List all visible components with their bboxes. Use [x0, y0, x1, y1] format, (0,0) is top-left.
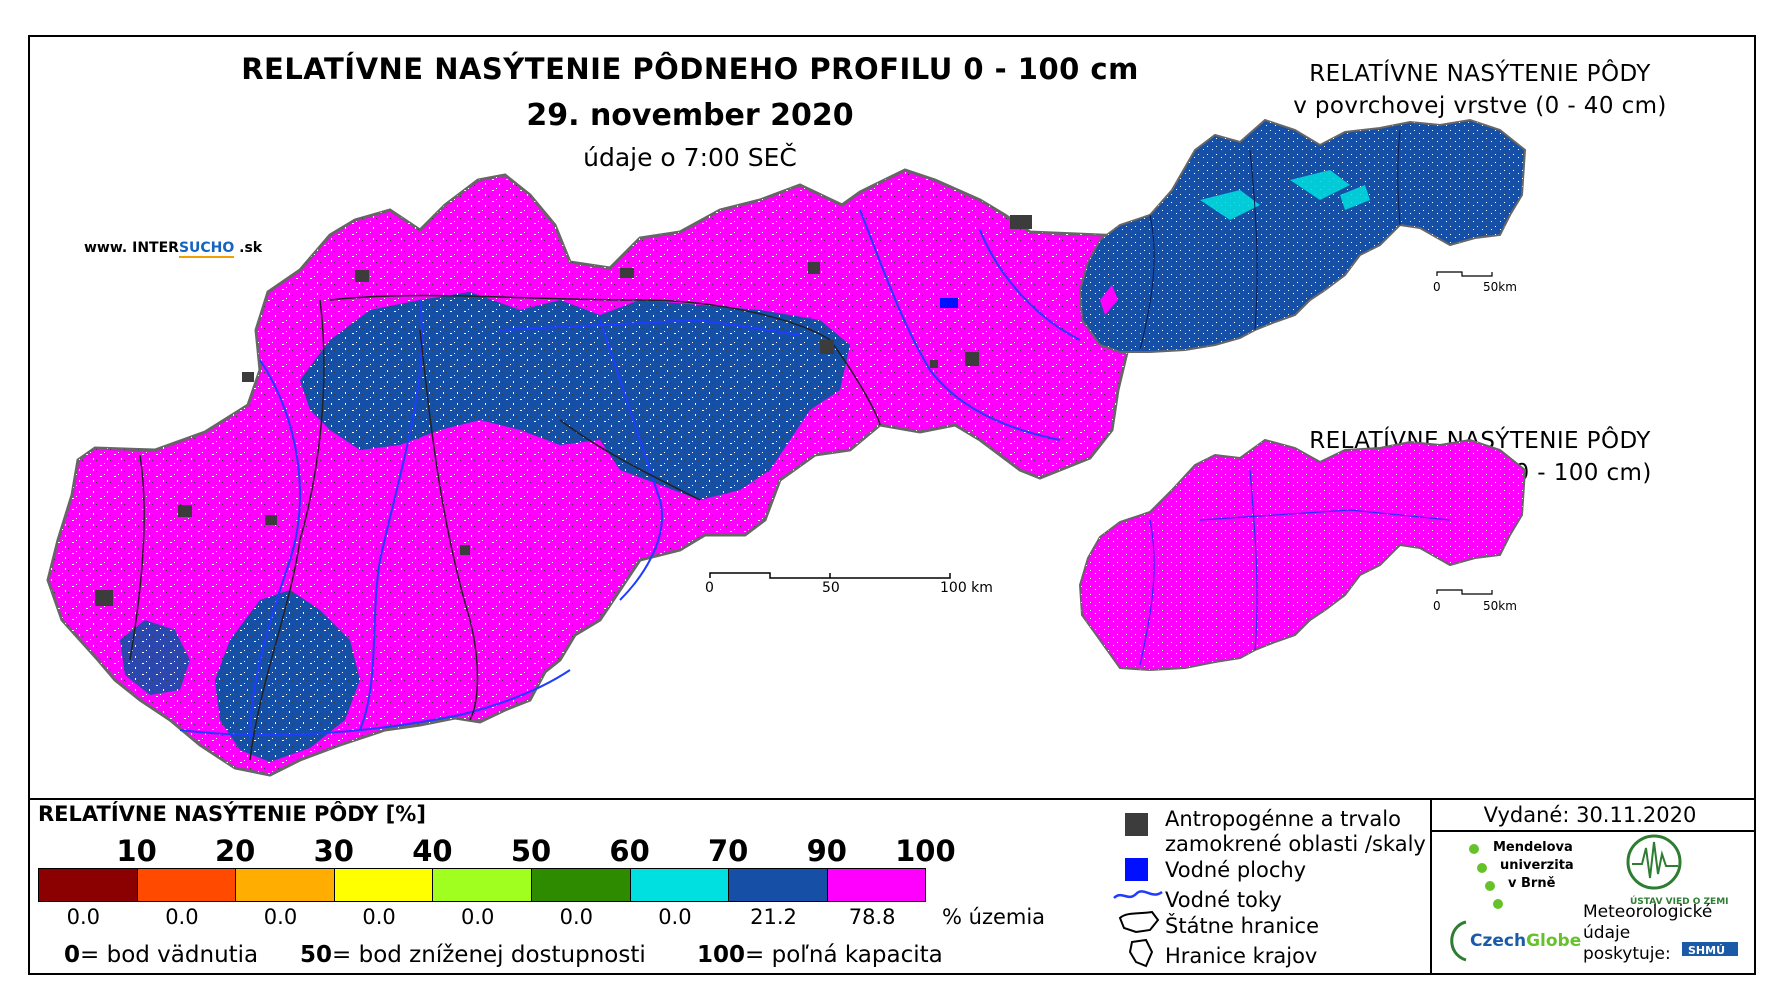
legend-percent-1: 0.0: [165, 905, 199, 929]
legend-tick-7: 90: [806, 834, 847, 868]
legend-tick-3: 40: [412, 834, 453, 868]
region-border-symbol: [1128, 938, 1154, 968]
ustav-logo: ÚSTAV VIED O ZEMI: [1626, 834, 1729, 907]
main-water-body: [940, 298, 958, 308]
deep-scale-bar: [1436, 589, 1493, 595]
czechglobe-logo: CzechGlobe: [1450, 920, 1581, 962]
legend-class-3: [333, 868, 434, 902]
legend-class-2: [235, 868, 335, 902]
deep-scale-0: 0: [1433, 599, 1441, 613]
issued-divider: [1430, 830, 1756, 832]
river-symbol: [1113, 890, 1163, 899]
note-field-capacity: 100= poľná kapacita: [697, 942, 943, 968]
legend-percent-0: 0.0: [66, 905, 100, 929]
meteo-provider: Meteorologické údaje poskytuje:: [1583, 902, 1713, 964]
legend-class-5: [531, 868, 631, 902]
anthropogenic-swatch: [1125, 813, 1148, 836]
legend-class-4: [432, 868, 532, 902]
partner-logos: ÚSTAV VIED O ZEMI CzechGlobe SHMÚ: [1450, 834, 1738, 962]
legend-separator: [28, 798, 1756, 800]
note-wilting-point: 0= bod vädnutia: [64, 942, 259, 968]
surface-scale-bar: [1436, 271, 1493, 277]
legend-percent-2: 0.0: [263, 905, 298, 929]
legend-class-0: [38, 868, 138, 902]
legend-tick-8: 100: [895, 834, 956, 868]
legend-percent-4: 0.0: [460, 905, 495, 929]
legend-class-6: [629, 868, 730, 902]
main-scale-bar: [709, 572, 951, 579]
scale-100: 100 km: [940, 580, 993, 596]
surface-region-borders: [1139, 129, 1401, 351]
legend-tick-2: 30: [313, 834, 354, 868]
scale-0: 0: [705, 580, 714, 596]
water-bodies-label: Vodné plochy: [1165, 858, 1307, 882]
mendel-line2: univerzita: [1500, 858, 1574, 873]
surface-cyan-patches: [1200, 170, 1370, 220]
surface-scale-0: 0: [1433, 280, 1441, 294]
percent-unit: % územia: [942, 905, 1046, 929]
legend-class-8: [826, 868, 927, 902]
line-symbols: [1113, 890, 1163, 968]
main-rivers: [179, 209, 1081, 741]
surface-scale-50: 50km: [1483, 280, 1517, 294]
anthropogenic-label: Antropogénne a trvalo zamokrené oblasti …: [1165, 807, 1426, 856]
surface-map: [1078, 118, 1527, 353]
svg-text:CzechGlobe: CzechGlobe: [1470, 931, 1581, 951]
legend-class-1: [136, 868, 237, 902]
surface-magenta-patch: [1100, 285, 1118, 315]
main-urban-areas: [95, 215, 1032, 606]
legend-percent-3: 0.0: [362, 905, 396, 929]
legend-title: RELATÍVNE NASÝTENIE PÔDY [%]: [38, 802, 426, 826]
legend-divider-right: [1430, 798, 1432, 975]
legend-percent-8: 78.8: [848, 905, 896, 929]
legend-tick-5: 60: [609, 834, 650, 868]
legend-tick-0: 10: [116, 834, 157, 868]
shmu-text: SHMÚ: [1688, 944, 1725, 957]
legend-percent-6: 0.0: [658, 905, 692, 929]
legend-class-7: [728, 868, 828, 902]
deep-scale-50: 50km: [1483, 599, 1517, 613]
page-title: RELATÍVNE NASÝTENIE PÔDNEHO PROFILU 0 - …: [241, 52, 1139, 86]
mendel-line1: Mendelova: [1493, 840, 1573, 855]
water-body-swatch: [1125, 858, 1148, 881]
state-border-label: Štátne hranice: [1165, 914, 1319, 938]
main-map: [46, 168, 1177, 777]
mendel-line3: v Brně: [1508, 876, 1556, 891]
deep-map: [1078, 438, 1527, 672]
deep-rivers: [1139, 469, 1451, 666]
state-border-symbol: [1118, 910, 1160, 934]
legend-tick-4: 50: [510, 834, 552, 868]
legend-tick-6: 70: [708, 834, 749, 868]
shmu-logo: SHMÚ: [1682, 942, 1738, 957]
ustav-text: ÚSTAV VIED O ZEMI: [1630, 895, 1729, 907]
note-reduced-availability: 50= bod zníženej dostupnosti: [300, 942, 646, 968]
legend-percent-7: 21.2: [750, 905, 797, 929]
main-region-borders: [129, 294, 881, 761]
issued-date: Vydané: 30.11.2020: [1483, 803, 1697, 827]
region-border-label: Hranice krajov: [1165, 944, 1318, 968]
mendel-logo-dots: [1469, 844, 1503, 909]
legend-tick-1: 20: [215, 834, 256, 868]
time-note: údaje o 7:00 SEČ: [583, 143, 797, 172]
date-title: 29. november 2020: [526, 98, 854, 133]
rivers-label: Vodné toky: [1165, 888, 1282, 912]
website-link[interactable]: www. INTERSUCHO .sk: [84, 240, 263, 258]
surface-map-title: RELATÍVNE NASÝTENIE PÔDY v povrchovej vr…: [1293, 61, 1667, 119]
legend-percent-5: 0.0: [559, 905, 593, 929]
scale-50: 50: [822, 580, 840, 596]
